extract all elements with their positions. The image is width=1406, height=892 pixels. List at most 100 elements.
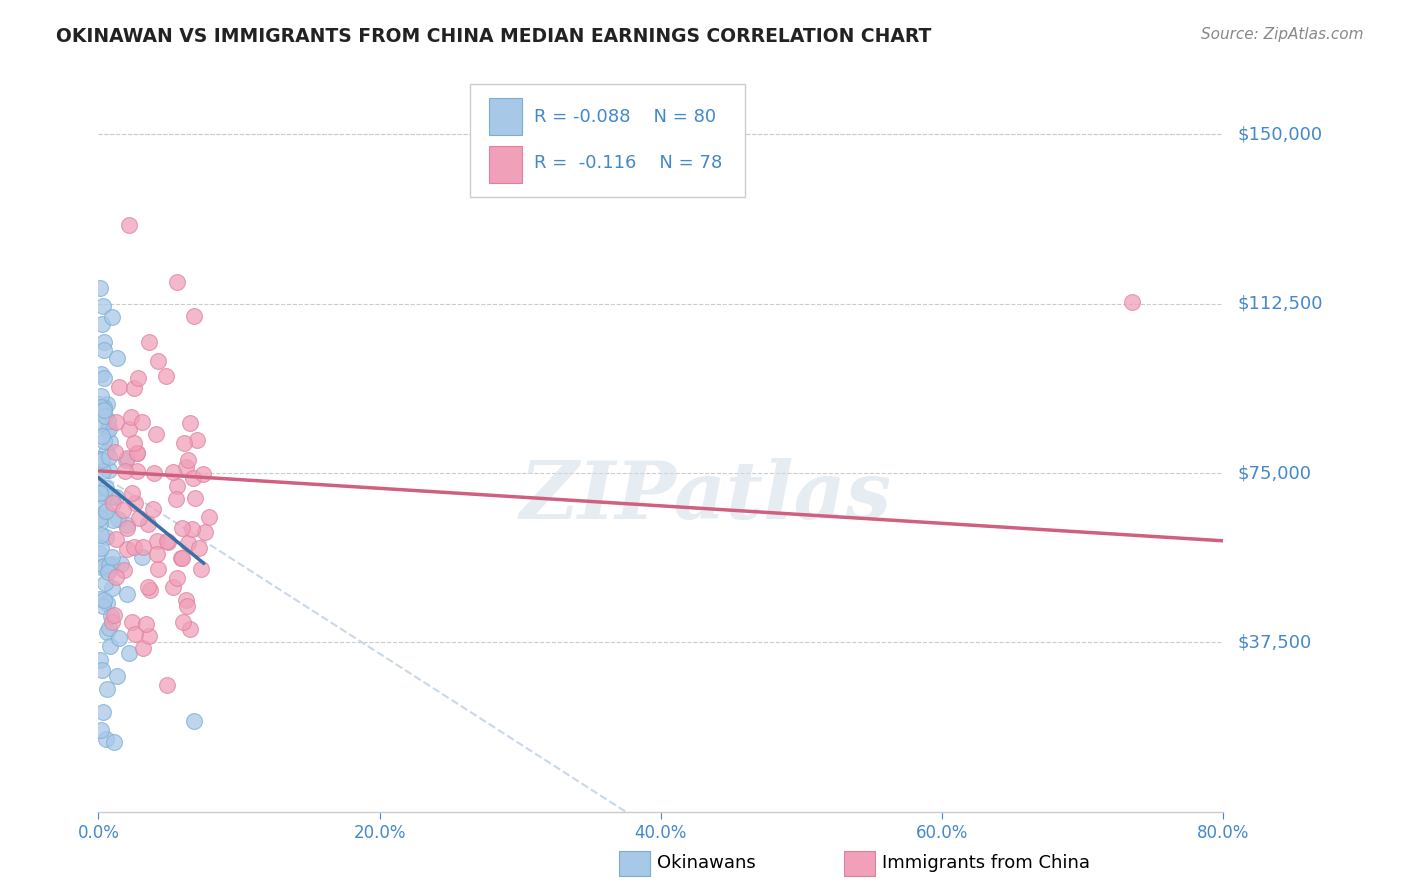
Point	[107, 511, 129, 525]
Point	[98, 463, 121, 477]
Point	[93, 402, 115, 417]
Point	[170, 521, 193, 535]
Point	[90, 723, 112, 738]
Point	[125, 446, 148, 460]
Point	[89, 397, 111, 411]
Point	[172, 615, 194, 629]
Point	[96, 481, 118, 495]
Point	[111, 503, 134, 517]
Point	[94, 530, 117, 544]
Point	[101, 512, 124, 526]
Point	[170, 550, 193, 565]
Point	[104, 445, 127, 459]
Point	[103, 496, 125, 510]
Point	[97, 565, 120, 579]
Text: ZIPatlas: ZIPatlas	[520, 458, 891, 536]
Point	[135, 616, 157, 631]
Point	[103, 734, 125, 748]
Point	[89, 508, 111, 522]
Point	[105, 351, 128, 365]
Point	[101, 581, 124, 595]
Point	[89, 592, 111, 607]
Point	[162, 580, 184, 594]
Point	[90, 401, 112, 415]
Point	[138, 516, 160, 531]
Point	[89, 500, 111, 514]
Point	[91, 599, 114, 614]
Point	[89, 481, 111, 495]
Point	[104, 490, 127, 504]
Point	[108, 631, 131, 645]
Point	[89, 516, 111, 530]
Point	[122, 381, 145, 395]
Point	[107, 669, 129, 683]
Point	[138, 629, 160, 643]
Point	[143, 466, 166, 480]
Text: Okinawans: Okinawans	[657, 855, 755, 872]
Point	[183, 310, 205, 324]
Point	[118, 218, 141, 232]
Point	[127, 371, 149, 385]
Point	[176, 599, 198, 614]
Point	[166, 491, 188, 506]
Point	[101, 557, 124, 571]
Point	[91, 299, 114, 313]
Point	[118, 647, 141, 661]
Point	[94, 504, 117, 518]
Point	[108, 380, 131, 394]
Point	[121, 615, 143, 629]
Text: $37,500: $37,500	[1237, 633, 1312, 651]
Point	[181, 471, 204, 485]
Point	[198, 510, 221, 524]
Point	[91, 706, 114, 720]
Point	[122, 436, 145, 450]
Point	[90, 560, 112, 574]
Point	[173, 435, 195, 450]
Point	[166, 479, 188, 493]
Point	[190, 562, 212, 576]
Bar	[489, 146, 523, 183]
Point	[89, 511, 111, 525]
Text: Immigrants from China: Immigrants from China	[882, 855, 1090, 872]
Point	[180, 522, 202, 536]
Point	[93, 434, 115, 449]
Point	[97, 558, 120, 572]
Point	[146, 547, 169, 561]
Point	[177, 452, 200, 467]
Point	[115, 587, 138, 601]
Point	[118, 422, 141, 436]
Point	[179, 622, 201, 636]
Point	[145, 426, 167, 441]
Point	[193, 467, 215, 481]
Point	[183, 491, 205, 505]
Point	[90, 367, 112, 381]
Point	[94, 731, 117, 746]
Point	[89, 451, 111, 466]
Point	[100, 608, 122, 623]
Point	[90, 318, 112, 332]
Point	[101, 310, 124, 324]
Bar	[489, 98, 523, 136]
Point	[96, 596, 118, 610]
Point	[94, 409, 117, 424]
Point	[96, 682, 118, 697]
Point	[93, 335, 115, 350]
Point	[172, 551, 194, 566]
Text: R = -0.088    N = 80: R = -0.088 N = 80	[534, 108, 716, 126]
Point	[93, 400, 115, 414]
Point	[89, 546, 111, 560]
Point	[121, 485, 143, 500]
Point	[101, 549, 124, 564]
Point	[96, 397, 118, 411]
Point	[98, 421, 121, 435]
Point	[89, 389, 111, 403]
Point	[98, 450, 121, 465]
Point	[89, 653, 111, 667]
Point	[89, 486, 111, 500]
Text: $150,000: $150,000	[1237, 126, 1322, 144]
Point	[91, 453, 114, 467]
Point	[146, 562, 169, 576]
Point	[155, 368, 177, 383]
Point	[115, 453, 138, 467]
Point	[112, 563, 135, 577]
